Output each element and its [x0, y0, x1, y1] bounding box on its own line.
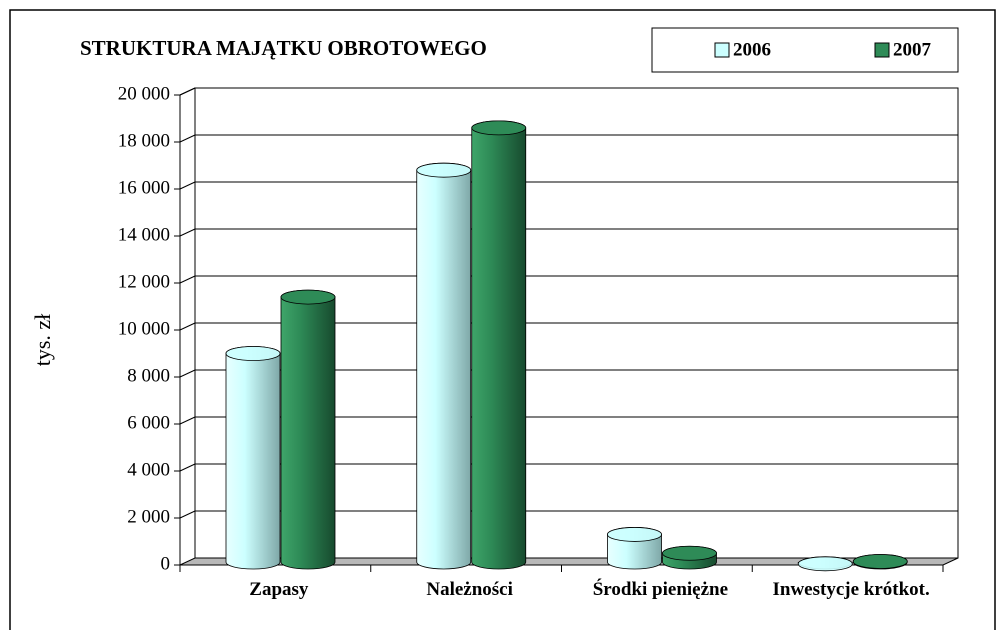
x-tick-label: Środki pieniężne [592, 579, 729, 600]
y-axis-label: tys. zł [30, 314, 55, 367]
bar [280, 289, 336, 570]
grid-line [179, 322, 196, 331]
grid-line [179, 275, 196, 284]
grid-line [179, 181, 196, 190]
legend-label: 2007 [893, 39, 932, 60]
y-tick-label: 8 000 [127, 365, 170, 386]
y-tick-label: 20 000 [118, 83, 170, 104]
y-tick-label: 2 000 [127, 506, 170, 527]
bar-top [797, 556, 853, 572]
grid-line [179, 228, 196, 237]
y-tick-label: 16 000 [118, 177, 170, 198]
y-tick-label: 14 000 [118, 224, 170, 245]
legend-swatch [874, 42, 890, 58]
bar-top [662, 545, 717, 561]
y-tick-label: 12 000 [118, 271, 170, 292]
y-tick-label: 10 000 [118, 318, 170, 339]
bar-top [225, 346, 281, 361]
y-tick-label: 18 000 [118, 130, 170, 151]
x-tick-label: Należności [426, 579, 513, 600]
frame [9, 9, 996, 630]
grid-line [179, 510, 196, 519]
grid-line [179, 87, 196, 96]
chart-title: STRUKTURA MAJĄTKU OBROTOWEGO [80, 36, 487, 60]
grid-line [179, 416, 196, 425]
x-tick-label: Zapasy [249, 579, 309, 600]
bar-top [852, 554, 908, 569]
bar [225, 346, 281, 570]
legend [651, 27, 959, 73]
bar-top [416, 162, 472, 178]
bar [471, 120, 527, 570]
grid-line [179, 463, 196, 472]
legend-swatch [714, 42, 730, 58]
grid-line [179, 369, 196, 378]
bar-top [471, 120, 527, 136]
y-tick-label: 6 000 [127, 412, 170, 433]
y-tick-label: 4 000 [127, 459, 170, 480]
legend-label: 2006 [733, 39, 771, 60]
bar [416, 162, 472, 570]
grid-line [179, 134, 196, 143]
bar-top [607, 527, 662, 542]
y-tick-label: 0 [161, 553, 171, 574]
x-tick-label: Inwestycje krótkot. [772, 579, 930, 600]
bar-top [280, 289, 336, 305]
